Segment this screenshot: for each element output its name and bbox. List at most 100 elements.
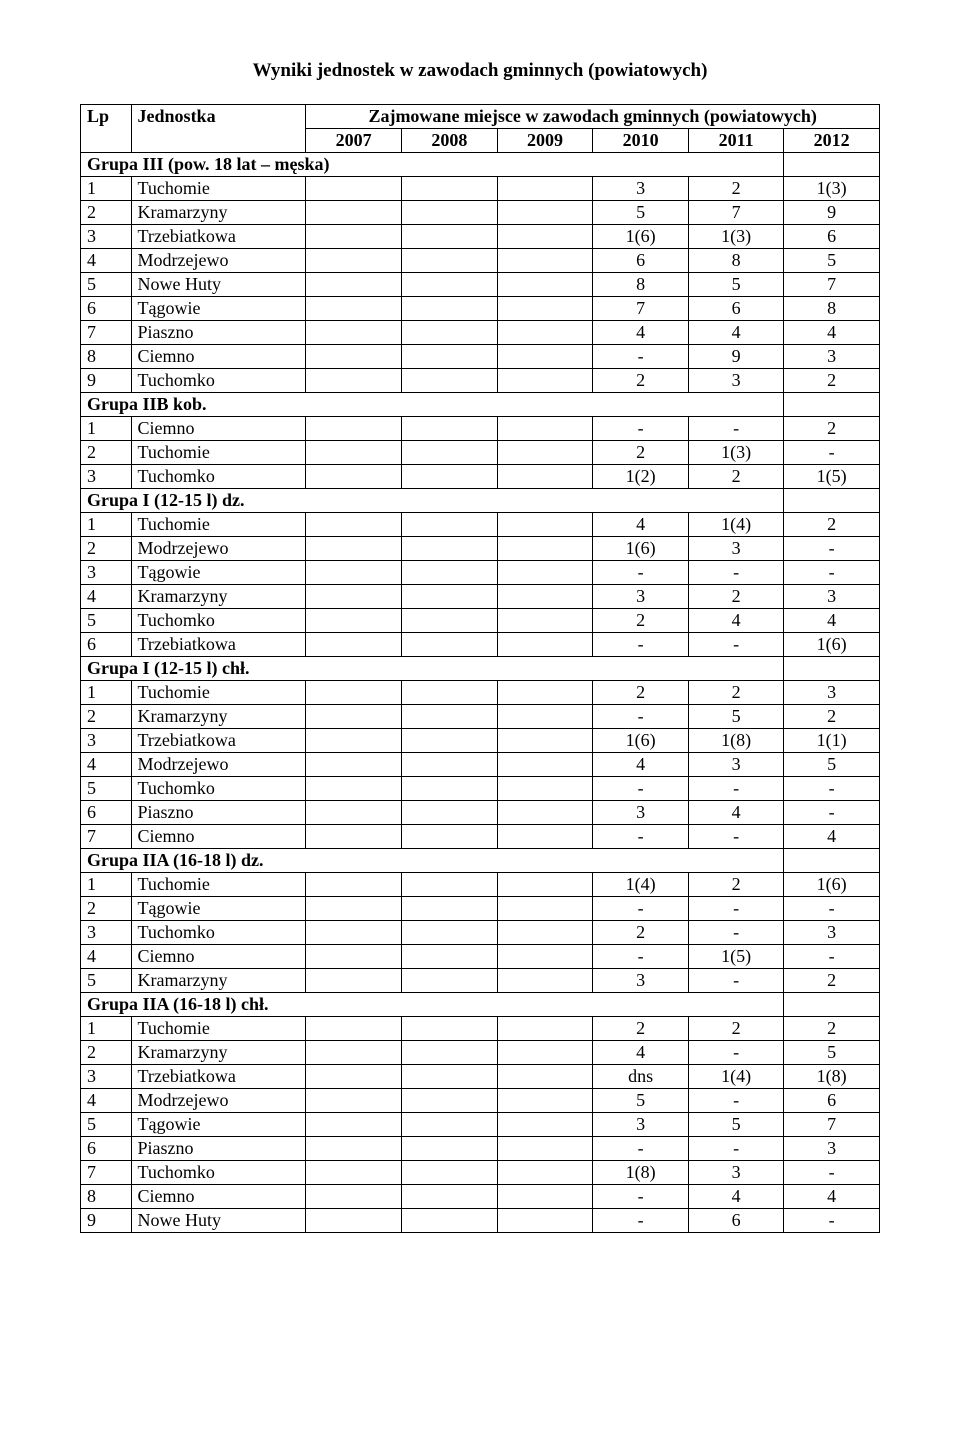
cell-lp: 6 <box>81 633 132 657</box>
table-row: 3Trzebiatkowa1(6)1(8)1(1) <box>81 729 880 753</box>
cell-value: 4 <box>784 825 880 849</box>
cell-value: - <box>688 969 783 993</box>
table-row: 6Trzebiatkowa--1(6) <box>81 633 880 657</box>
cell-value <box>306 225 402 249</box>
cell-value: 1(3) <box>784 177 880 201</box>
cell-value: - <box>784 897 880 921</box>
cell-value: 4 <box>593 753 689 777</box>
cell-value: 2 <box>593 609 689 633</box>
cell-lp: 3 <box>81 465 132 489</box>
cell-value <box>306 777 402 801</box>
cell-value <box>402 513 498 537</box>
cell-value: 5 <box>688 1113 783 1137</box>
cell-unit: Tuchomie <box>131 1017 306 1041</box>
cell-value <box>497 729 593 753</box>
cell-value: 1(8) <box>593 1161 689 1185</box>
cell-value <box>306 1089 402 1113</box>
table-row: 5Nowe Huty857 <box>81 273 880 297</box>
cell-unit: Modrzejewo <box>131 1089 306 1113</box>
cell-lp: 4 <box>81 945 132 969</box>
cell-value <box>402 1209 498 1233</box>
section-empty-cell <box>784 849 880 873</box>
cell-unit: Modrzejewo <box>131 249 306 273</box>
section-row: Grupa IIA (16-18 l) chł. <box>81 993 880 1017</box>
cell-unit: Tuchomko <box>131 369 306 393</box>
cell-value: 2 <box>593 681 689 705</box>
cell-value: 4 <box>784 321 880 345</box>
cell-unit: Kramarzyny <box>131 969 306 993</box>
table-row: 7Ciemno--4 <box>81 825 880 849</box>
cell-value: 7 <box>688 201 783 225</box>
cell-value <box>497 585 593 609</box>
cell-value: 1(4) <box>688 1065 783 1089</box>
page-title: Wyniki jednostek w zawodach gminnych (po… <box>80 60 880 82</box>
cell-lp: 4 <box>81 585 132 609</box>
cell-lp: 8 <box>81 1185 132 1209</box>
table-row: 4Modrzejewo5-6 <box>81 1089 880 1113</box>
cell-value <box>497 969 593 993</box>
cell-lp: 7 <box>81 825 132 849</box>
cell-value: 2 <box>784 513 880 537</box>
section-row: Grupa IIB kob. <box>81 393 880 417</box>
table-row: 1Tuchomie41(4)2 <box>81 513 880 537</box>
cell-lp: 1 <box>81 681 132 705</box>
cell-value <box>402 1065 498 1089</box>
cell-value: 3 <box>784 345 880 369</box>
cell-value: 2 <box>593 921 689 945</box>
cell-lp: 9 <box>81 369 132 393</box>
cell-value <box>306 945 402 969</box>
cell-value <box>402 1113 498 1137</box>
cell-value: 7 <box>784 1113 880 1137</box>
table-row: 9Nowe Huty-6- <box>81 1209 880 1233</box>
cell-value <box>497 1089 593 1113</box>
cell-value: 3 <box>688 537 783 561</box>
cell-value: 1(6) <box>784 633 880 657</box>
cell-value <box>497 801 593 825</box>
cell-value <box>306 873 402 897</box>
cell-value <box>306 1017 402 1041</box>
cell-value: 6 <box>784 225 880 249</box>
cell-value <box>497 561 593 585</box>
cell-lp: 5 <box>81 609 132 633</box>
cell-value: - <box>593 633 689 657</box>
cell-unit: Kramarzyny <box>131 201 306 225</box>
cell-value <box>497 201 593 225</box>
table-row: 4Ciemno-1(5)- <box>81 945 880 969</box>
cell-value <box>306 681 402 705</box>
cell-value <box>402 585 498 609</box>
table-row: 2Kramarzyny4-5 <box>81 1041 880 1065</box>
cell-value <box>402 177 498 201</box>
cell-unit: Piaszno <box>131 801 306 825</box>
cell-value <box>306 1185 402 1209</box>
table-row: 3Trzebiatkowadns1(4)1(8) <box>81 1065 880 1089</box>
cell-value <box>497 249 593 273</box>
cell-lp: 1 <box>81 873 132 897</box>
cell-value: 2 <box>593 1017 689 1041</box>
header-year: 2012 <box>784 129 880 153</box>
cell-value <box>402 1161 498 1185</box>
cell-value <box>402 633 498 657</box>
table-row: 1Tuchomie223 <box>81 681 880 705</box>
cell-value <box>402 201 498 225</box>
cell-unit: Modrzejewo <box>131 753 306 777</box>
cell-value <box>497 537 593 561</box>
cell-value: - <box>784 537 880 561</box>
cell-value: 2 <box>688 1017 783 1041</box>
cell-lp: 6 <box>81 801 132 825</box>
section-title: Grupa IIA (16-18 l) dz. <box>81 849 784 873</box>
cell-value: 2 <box>688 681 783 705</box>
table-row: 8Ciemno-44 <box>81 1185 880 1209</box>
cell-lp: 2 <box>81 1041 132 1065</box>
cell-value: 4 <box>593 321 689 345</box>
cell-value <box>306 345 402 369</box>
cell-lp: 2 <box>81 705 132 729</box>
cell-lp: 4 <box>81 1089 132 1113</box>
table-row: 5Tągowie357 <box>81 1113 880 1137</box>
cell-value: 2 <box>593 441 689 465</box>
cell-unit: Piaszno <box>131 1137 306 1161</box>
section-empty-cell <box>784 657 880 681</box>
cell-value <box>306 585 402 609</box>
cell-unit: Kramarzyny <box>131 705 306 729</box>
table-row: 1Tuchomie222 <box>81 1017 880 1041</box>
cell-value: - <box>688 1089 783 1113</box>
